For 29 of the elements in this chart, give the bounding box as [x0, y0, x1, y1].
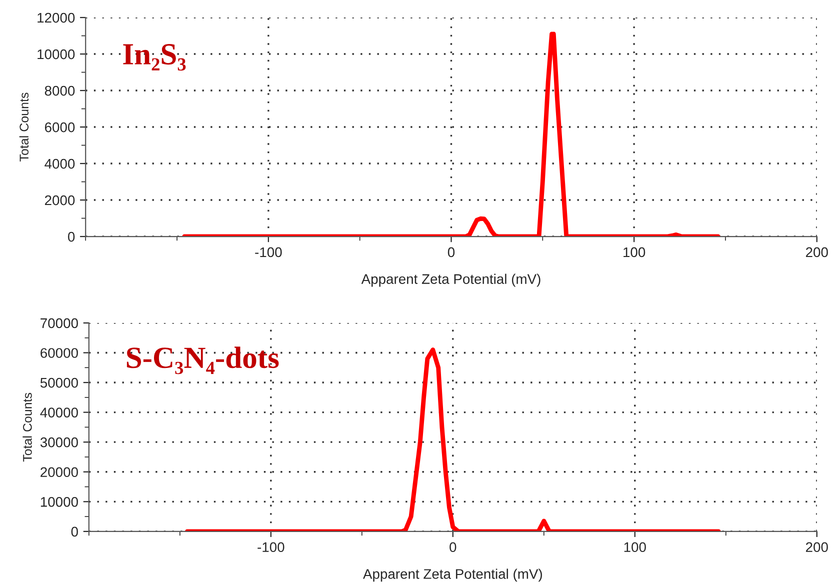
y-tick-label: 8000 — [44, 86, 75, 96]
y-tick-label: 10000 — [40, 496, 78, 507]
y-tick-label: 4000 — [44, 158, 75, 169]
y-axis-title: Total Counts — [22, 392, 32, 462]
x-tick-label: 100 — [624, 542, 646, 552]
y-tick-label: 20000 — [40, 467, 78, 478]
x-tick-label: 100 — [624, 247, 646, 258]
annotation: In₂S₃ — [123, 44, 186, 71]
y-tick-label: 10000 — [38, 49, 75, 60]
y-tick-label: 0 — [68, 232, 75, 242]
x-axis-title: Apparent Zeta Potential (mV) — [361, 274, 540, 287]
x-tick-label: 0 — [450, 542, 456, 552]
y-tick-label: 50000 — [40, 378, 78, 388]
x-tick-label: -100 — [255, 247, 282, 258]
x-tick-label: 200 — [806, 247, 828, 258]
x-tick-label: 200 — [806, 542, 828, 552]
y-tick-label: 60000 — [40, 348, 78, 358]
y-tick-label: 2000 — [44, 195, 75, 206]
x-tick-label: -100 — [258, 542, 284, 552]
y-tick-label: 40000 — [40, 408, 78, 418]
y-tick-label: 70000 — [40, 318, 78, 328]
x-tick-label: 0 — [448, 247, 455, 258]
y-tick-label: 0 — [71, 526, 78, 537]
y-axis-title: Total Counts — [19, 92, 29, 162]
y-tick-label: 30000 — [40, 437, 78, 448]
y-tick-label: 12000 — [38, 12, 75, 23]
y-tick-label: 6000 — [44, 122, 75, 132]
annotation: S-C₃N₄-dots — [126, 346, 279, 374]
x-axis-title: Apparent Zeta Potential (mV) — [362, 568, 542, 582]
